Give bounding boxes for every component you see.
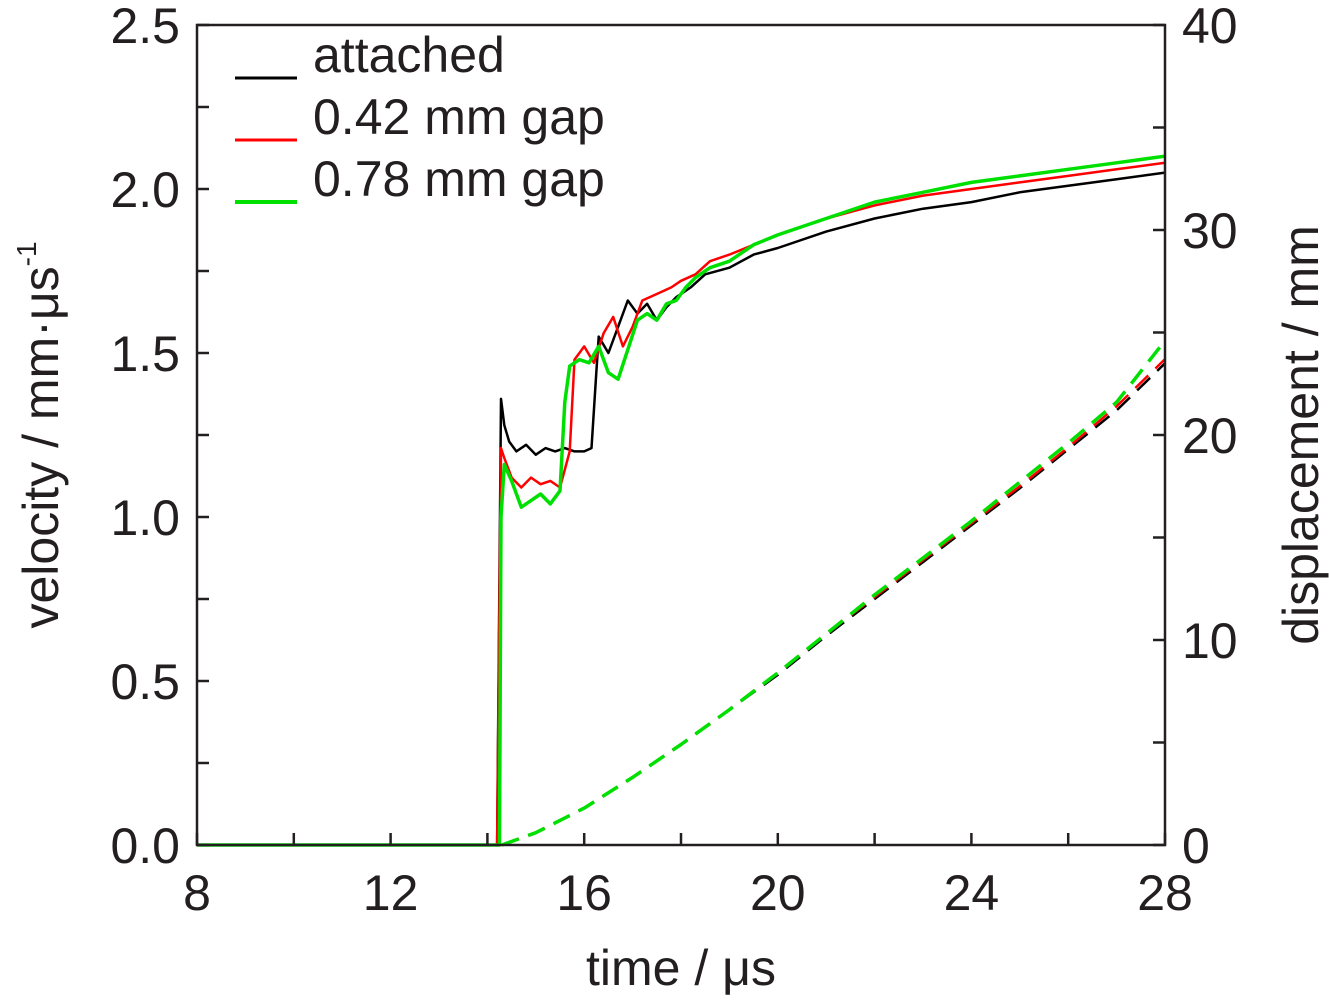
legend-label: attached (313, 27, 505, 83)
series-line-velocity-1 (197, 161, 1166, 847)
series-line-displacement-3 (501, 362, 1166, 847)
series-layer (197, 154, 1167, 847)
y-axis-title: velocity / mm·μs-1 (11, 241, 69, 628)
y2-tick-label: 40 (1182, 0, 1238, 54)
legend: attached 0.42 mm gap 0.78 mm gap (235, 27, 605, 207)
x-tick-label: 12 (363, 865, 419, 921)
y-axis-title-main: velocity / mm·μs (13, 266, 69, 628)
series-line-velocity-2 (197, 154, 1166, 847)
y-tick-label: 0.0 (110, 818, 180, 874)
x-tick-label: 28 (1137, 865, 1193, 921)
y-tick-label: 1.0 (110, 490, 180, 546)
x-tick-label: 20 (750, 865, 806, 921)
y-tick-label: 2.0 (110, 162, 180, 218)
legend-label: 0.42 mm gap (313, 89, 605, 145)
y2-tick-label: 0 (1182, 818, 1210, 874)
x-tick-label: 24 (944, 865, 1000, 921)
y-tick-label: 1.5 (110, 326, 180, 382)
legend-label: 0.78 mm gap (313, 151, 605, 207)
y-tick-label: 2.5 (110, 0, 180, 54)
y2-tick-label: 30 (1182, 203, 1238, 259)
y2-axis-title: displacement / mm (1273, 225, 1329, 645)
series-line-displacement-5 (501, 339, 1167, 847)
tick-layer: 8 12 16 20 24 28 0.0 0.5 1.0 1.5 2.0 2.5 0 10 20 30 40 (110, 0, 1237, 921)
x-axis-title: time / μs (586, 940, 776, 996)
y-axis-title-superscript: -1 (11, 241, 42, 266)
y2-tick-label: 10 (1182, 613, 1238, 669)
y2-tick-label: 20 (1182, 408, 1238, 464)
x-tick-label: 8 (183, 865, 211, 921)
x-tick-label: 16 (556, 865, 612, 921)
plot-frame (195, 23, 1167, 847)
series-line-velocity-0 (197, 171, 1166, 847)
y-tick-label: 0.5 (110, 654, 180, 710)
series-line-displacement-4 (501, 358, 1166, 847)
